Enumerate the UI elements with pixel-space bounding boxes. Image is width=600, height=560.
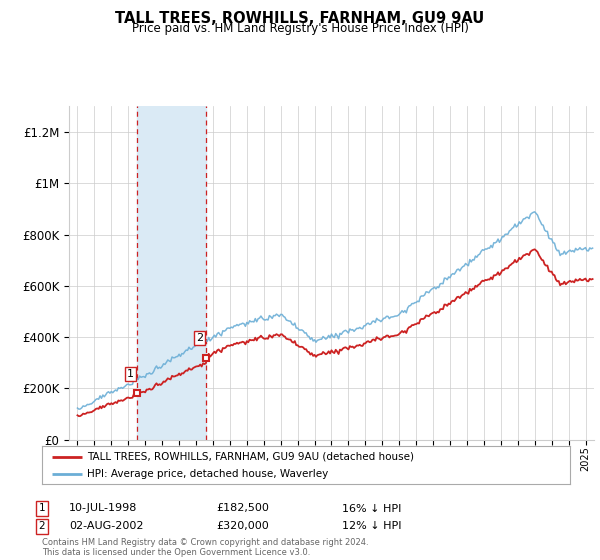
Text: Contains HM Land Registry data © Crown copyright and database right 2024.
This d: Contains HM Land Registry data © Crown c…: [42, 538, 368, 557]
Text: Price paid vs. HM Land Registry's House Price Index (HPI): Price paid vs. HM Land Registry's House …: [131, 22, 469, 35]
Text: TALL TREES, ROWHILLS, FARNHAM, GU9 9AU: TALL TREES, ROWHILLS, FARNHAM, GU9 9AU: [115, 11, 485, 26]
Text: 16% ↓ HPI: 16% ↓ HPI: [342, 503, 401, 514]
Text: 2: 2: [196, 334, 203, 343]
Bar: [137, 106, 206, 440]
Text: 1: 1: [38, 503, 46, 514]
Text: HPI: Average price, detached house, Waverley: HPI: Average price, detached house, Wave…: [87, 469, 328, 479]
Text: 12% ↓ HPI: 12% ↓ HPI: [342, 521, 401, 531]
Text: 1: 1: [127, 368, 134, 379]
Text: 10-JUL-1998: 10-JUL-1998: [69, 503, 137, 514]
Text: 02-AUG-2002: 02-AUG-2002: [69, 521, 143, 531]
Text: £320,000: £320,000: [216, 521, 269, 531]
Text: £182,500: £182,500: [216, 503, 269, 514]
Text: TALL TREES, ROWHILLS, FARNHAM, GU9 9AU (detached house): TALL TREES, ROWHILLS, FARNHAM, GU9 9AU (…: [87, 451, 414, 461]
Text: 2: 2: [38, 521, 46, 531]
